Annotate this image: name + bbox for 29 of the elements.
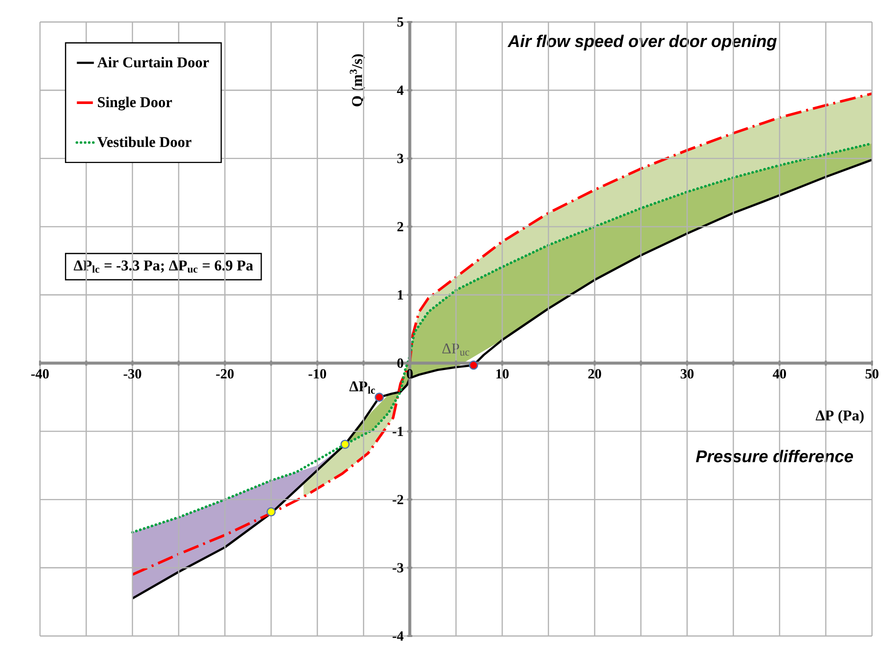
point	[340, 440, 350, 449]
x-tick-label: -30	[124, 369, 142, 379]
legend-label: Air Curtain Door	[97, 56, 209, 68]
y-tick-label: 1	[398, 290, 404, 300]
point	[374, 392, 384, 402]
x-tick-label: -20	[216, 369, 234, 379]
y-tick-label: -4	[392, 631, 404, 641]
y-tick-label: 4	[396, 86, 404, 95]
x-tick-label: 30	[680, 369, 694, 379]
y-tick-label: 2	[397, 222, 404, 232]
annotation: ΔP$_{lc}$	[349, 381, 375, 394]
x-tick-label: 40	[772, 369, 786, 379]
x-tick-label: 0	[406, 369, 413, 379]
point	[468, 360, 478, 370]
x-tick-label: 20	[588, 369, 602, 379]
x-tick-label: 50	[866, 369, 878, 379]
y-tick-label: -3	[392, 563, 404, 572]
y-tick-label: 3	[397, 154, 404, 164]
legend-label: Vestibule Door	[97, 136, 192, 148]
x-tick-label: -10	[308, 369, 326, 379]
point	[266, 507, 276, 516]
legend-label: Single Door	[98, 96, 172, 110]
annotation: Pressure difference	[696, 450, 854, 462]
x-axis-title: ΔP (Pa)	[816, 410, 864, 424]
y-tick-label: 5	[397, 17, 404, 27]
y-tick-label: -1	[392, 426, 404, 436]
y-tick-label: -2	[392, 494, 404, 504]
x-tick-label: 10	[496, 369, 509, 379]
x-tick-label: -40	[31, 369, 49, 379]
